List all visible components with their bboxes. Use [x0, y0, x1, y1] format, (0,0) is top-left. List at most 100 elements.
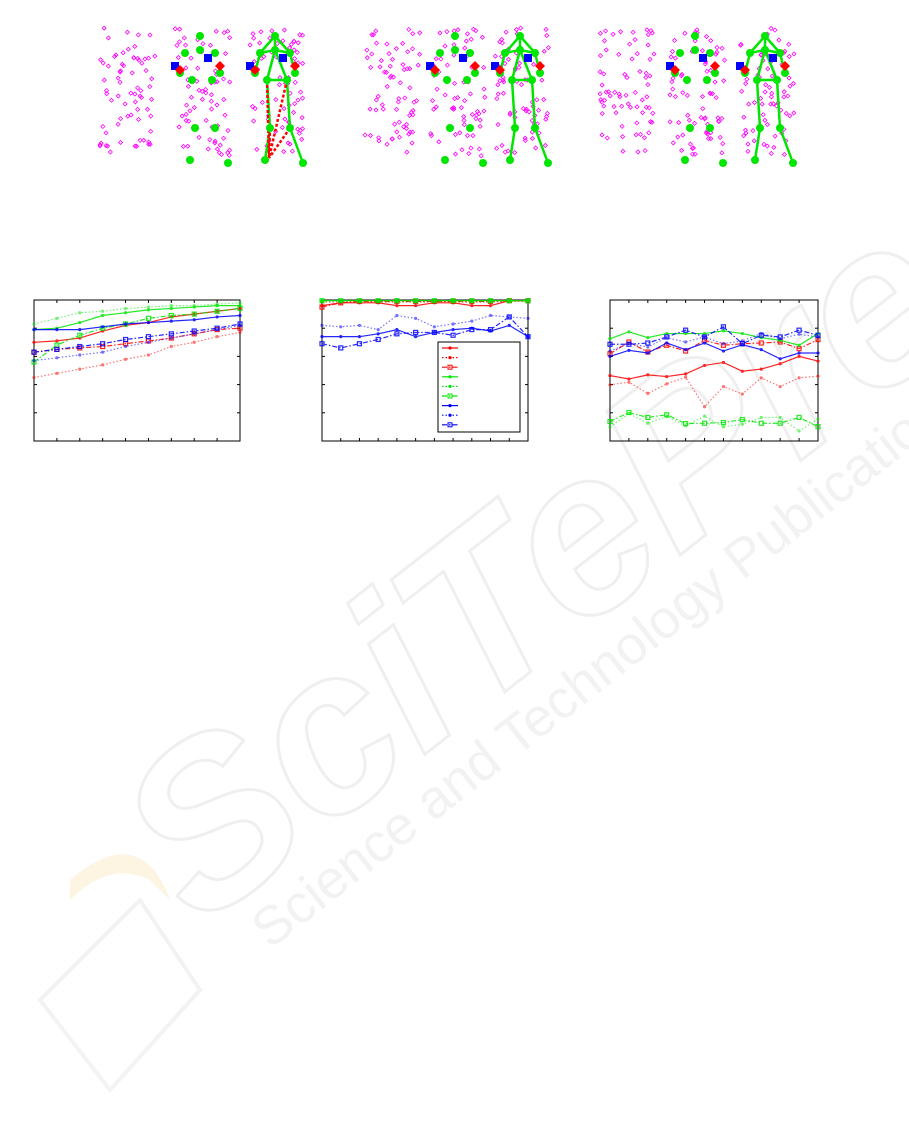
joint-marker: [753, 76, 761, 84]
series-line: [609, 332, 819, 352]
data-point: [414, 316, 418, 320]
data-point: [815, 424, 821, 430]
estimated-bone: [267, 127, 292, 159]
point-marker: [507, 110, 513, 116]
point-marker: [410, 129, 416, 135]
point-marker: [444, 62, 451, 68]
data-point: [32, 340, 36, 344]
point-marker: [644, 94, 650, 100]
plot-frame: [321, 299, 529, 442]
point-marker: [598, 97, 604, 103]
data-point: [414, 299, 418, 303]
series: [320, 313, 530, 332]
point-marker: [298, 89, 304, 95]
point-marker: [529, 135, 536, 142]
data-point: [646, 373, 650, 377]
data-point: [797, 429, 801, 433]
legend-marker: [448, 346, 452, 350]
point-marker: [221, 135, 227, 141]
line-chart: [31, 299, 243, 442]
point-marker: [185, 83, 191, 89]
data-point: [627, 377, 631, 381]
point-marker: [768, 101, 774, 107]
point-marker: [786, 53, 792, 60]
point-marker: [769, 73, 775, 79]
point-marker: [220, 76, 227, 82]
data-point: [123, 306, 128, 311]
series-line: [322, 324, 529, 338]
data-point: [646, 345, 650, 349]
point-marker: [146, 141, 152, 147]
point-marker: [221, 96, 227, 103]
joint-marker: [706, 124, 714, 132]
data-point: [525, 298, 531, 304]
point-marker: [760, 112, 766, 118]
point-marker: [680, 90, 686, 96]
red-diamond-marker: [250, 65, 260, 75]
data-point: [101, 325, 105, 329]
point-marker: [97, 142, 103, 148]
point-marker: [787, 113, 793, 119]
data-point: [778, 415, 782, 420]
point-marker: [616, 91, 622, 97]
point-marker: [702, 116, 708, 122]
point-marker: [632, 37, 638, 43]
joint-marker: [751, 156, 759, 164]
point-marker: [276, 82, 283, 88]
point-marker: [497, 39, 503, 45]
blue-square-marker: [736, 62, 744, 70]
point-marker: [218, 151, 225, 158]
point-marker: [227, 79, 233, 85]
point-marker: [698, 114, 704, 121]
point-marker: [182, 42, 189, 48]
data-point: [215, 302, 219, 306]
point-marker: [254, 146, 260, 152]
point-marker: [476, 146, 482, 152]
point-marker: [619, 103, 625, 109]
point-marker: [434, 86, 440, 92]
joint-marker: [256, 49, 264, 57]
point-marker: [743, 81, 749, 87]
point-marker: [601, 97, 608, 103]
point-marker: [625, 101, 631, 107]
data-point: [608, 354, 612, 358]
point-marker: [115, 93, 121, 99]
point-marker: [597, 30, 603, 36]
plot-frame: [609, 299, 819, 442]
point-marker: [135, 32, 141, 38]
data-point: [375, 336, 381, 343]
blue-square-marker: [699, 54, 707, 62]
series-line: [609, 375, 819, 408]
point-marker: [131, 55, 137, 61]
skeleton-bone: [778, 127, 795, 164]
point-marker: [405, 49, 411, 55]
point-marker: [469, 111, 475, 118]
point-marker: [384, 83, 390, 90]
point-marker: [791, 51, 797, 57]
point-marker: [147, 84, 153, 90]
point-marker: [195, 65, 201, 71]
red-diamond-marker: [670, 65, 680, 75]
legend-marker: [448, 413, 452, 417]
point-marker: [452, 131, 458, 138]
joint-marker: [781, 69, 789, 77]
estimated-bone: [267, 79, 289, 159]
data-point: [487, 327, 494, 333]
point-marker: [290, 109, 297, 116]
point-marker: [670, 140, 676, 146]
red-diamond-marker: [470, 61, 480, 71]
point-marker: [103, 88, 110, 94]
point-marker: [744, 76, 750, 82]
point-marker: [603, 89, 609, 95]
point-marker: [107, 149, 113, 155]
point-marker: [117, 68, 124, 74]
data-point: [740, 392, 744, 396]
point-marker: [494, 96, 500, 102]
point-marker: [623, 92, 629, 98]
joint-marker: [691, 46, 699, 54]
point-marker: [481, 64, 487, 70]
point-marker: [183, 102, 190, 108]
point-marker: [105, 63, 111, 69]
data-point: [101, 363, 105, 367]
